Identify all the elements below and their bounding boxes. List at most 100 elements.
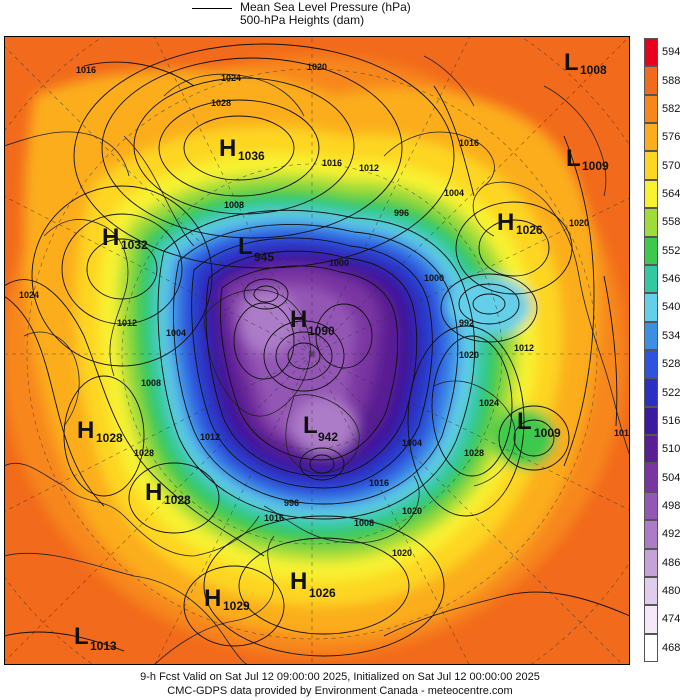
low-pressure-center: L 945 (238, 233, 274, 264)
color-scale-label: 564 (662, 188, 680, 200)
color-scale-label: 534 (662, 329, 680, 342)
svg-text:H: H (290, 568, 307, 595)
color-scale-label: 588 (662, 74, 680, 87)
isobar-label: 1020 (402, 506, 422, 516)
svg-text:H: H (497, 209, 514, 236)
high-pressure-center: H 1026 (497, 209, 543, 237)
color-scale-swatch (644, 66, 658, 95)
svg-text:L: L (238, 233, 253, 260)
map-frame (4, 36, 630, 665)
svg-text:L: L (566, 145, 581, 172)
svg-text:1028: 1028 (96, 431, 123, 445)
pressure-centers: L 1008 H 1036 L 1009 H 1026 H 1032 L 945 (74, 49, 609, 653)
svg-text:1028: 1028 (164, 493, 191, 507)
color-scale-label: 576 (662, 131, 680, 144)
color-scale-label: 480 (662, 585, 680, 598)
isobar-label: 992 (459, 318, 474, 328)
color-scale-swatch (644, 491, 658, 521)
weather-map: 1016 1024 1020 1028 1016 1012 1008 1016 … (4, 36, 630, 665)
isobar-label: 1016 (369, 478, 389, 488)
color-scale-swatch (644, 350, 658, 379)
color-scale-swatch (644, 378, 658, 407)
low-pressure-center: L 942 (303, 412, 338, 444)
color-scale-swatch (644, 633, 658, 662)
high-pressure-center: H 1090 (290, 306, 335, 338)
height-band-492-south (292, 398, 356, 454)
isobar-label: 1008 (224, 200, 244, 210)
svg-text:945: 945 (254, 250, 274, 264)
svg-text:1026: 1026 (309, 586, 336, 600)
height-band-492 (241, 289, 297, 353)
color-scale-label: 546 (662, 273, 680, 286)
color-scale-swatch (644, 406, 658, 436)
data-credit-text: CMC-GDPS data provided by Environment Ca… (167, 685, 513, 697)
isobar-label: 1012 (117, 318, 137, 328)
color-scale-swatch (644, 548, 658, 577)
color-scale-swatch (644, 605, 658, 634)
high-pressure-center: H 1028 (77, 417, 123, 445)
svg-text:H: H (204, 585, 221, 612)
svg-text:1036: 1036 (238, 149, 265, 163)
low-pressure-center: L 1013 (74, 623, 117, 653)
isobar-label: 1004 (444, 188, 464, 198)
color-scale-label: 522 (662, 386, 680, 399)
isobar-label: 1008 (354, 518, 374, 528)
svg-text:1013: 1013 (90, 639, 117, 653)
isobar-label: 1020 (392, 548, 412, 558)
svg-text:942: 942 (318, 430, 338, 444)
isobar-label: 1004 (402, 438, 422, 448)
color-scale-label: 558 (662, 216, 680, 229)
color-scale-label: 474 (662, 613, 680, 626)
svg-text:H: H (290, 306, 307, 333)
color-scale-label: 498 (662, 500, 680, 512)
color-scale (644, 38, 658, 662)
isobar-label: 1028 (464, 448, 484, 458)
color-scale-label: 516 (662, 414, 680, 427)
color-scale-label: 492 (662, 528, 680, 541)
isobar-label: 1008 (141, 378, 161, 388)
color-scale-label: 504 (662, 471, 680, 484)
isobar-label: 1028 (134, 448, 154, 458)
isobar-label: 1016 (322, 158, 342, 168)
color-scale-swatch (644, 463, 658, 492)
isobar-label: 1024 (479, 398, 499, 408)
isobar-legend-line (192, 8, 232, 9)
isobar-label: 996 (394, 208, 409, 218)
graticule (4, 36, 630, 665)
isobar-label: 1016 (264, 513, 284, 523)
high-pressure-center: H 1026 (290, 568, 336, 600)
color-scale-swatch (644, 293, 658, 322)
low-pressure-center: L 1008 (564, 49, 607, 77)
forecast-valid-text: 9-h Fcst Valid on Sat Jul 12 09:00:00 20… (140, 671, 540, 683)
color-scale-label: 552 (662, 244, 680, 257)
isobar-label: 1020 (307, 62, 327, 72)
height-band-552-east (492, 408, 556, 468)
svg-text:1026: 1026 (516, 223, 543, 237)
color-scale-label: 570 (662, 159, 680, 172)
isobar-label: 1004 (166, 328, 186, 338)
isobar-label: 1000 (424, 273, 444, 283)
color-scale-swatch (644, 179, 658, 209)
svg-text:1029: 1029 (223, 599, 250, 613)
svg-text:1009: 1009 (582, 159, 609, 173)
high-pressure-center: H 1029 (204, 585, 250, 613)
isobar-label: 1020 (459, 350, 479, 360)
svg-text:1090: 1090 (308, 324, 335, 338)
color-scale-label: 540 (662, 301, 680, 314)
height-band-540-pacific (447, 276, 531, 336)
svg-text:1008: 1008 (580, 63, 607, 77)
color-scale-swatch (644, 520, 658, 549)
color-scale-swatch (644, 151, 658, 180)
isobar-label: 1012 (359, 163, 379, 173)
isobar-labels: 1016 1024 1020 1028 1016 1012 1008 1016 … (19, 62, 630, 558)
color-scale-label: 582 (662, 102, 680, 115)
svg-text:H: H (219, 135, 236, 162)
isobar-label: 996 (284, 498, 299, 508)
color-scale-swatch (644, 94, 658, 124)
color-scale-label: 486 (662, 556, 680, 569)
legend: Mean Sea Level Pressure (hPa) 500-hPa He… (0, 0, 680, 34)
color-scale-label: 510 (662, 443, 680, 456)
svg-text:L: L (517, 408, 532, 435)
color-scale-swatch (644, 208, 658, 237)
isobar-label: 1028 (211, 98, 231, 108)
